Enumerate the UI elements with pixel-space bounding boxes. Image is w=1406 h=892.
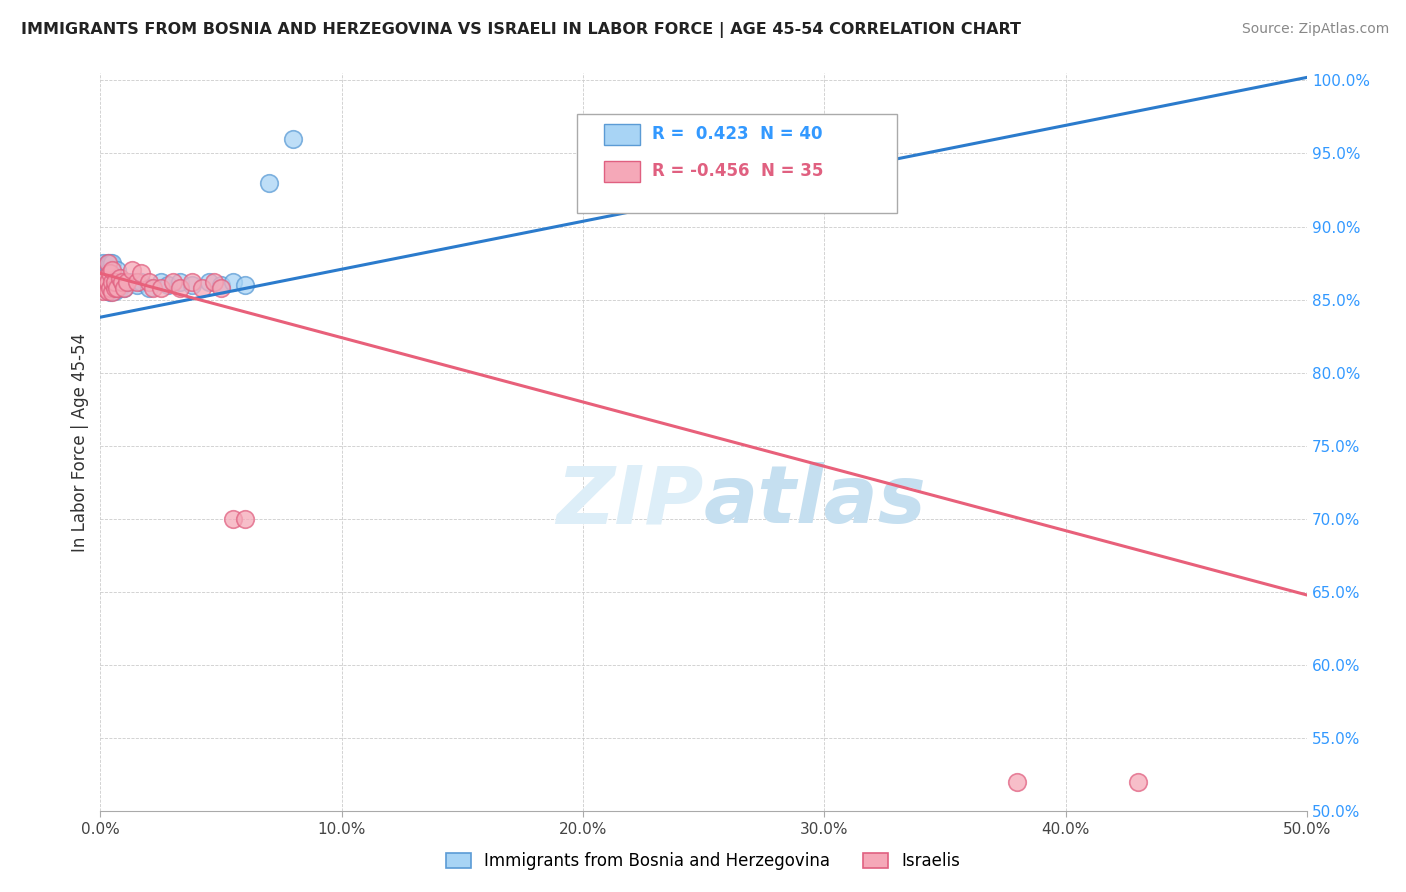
Point (101, 285, 124, 300)
Text: atlas: atlas (703, 462, 927, 541)
Point (104, 275, 127, 289)
Text: R =  0.423  N = 40: R = 0.423 N = 40 (652, 125, 823, 144)
Point (259, 176, 281, 190)
Point (131, 266, 153, 280)
Text: Source: ZipAtlas.com: Source: ZipAtlas.com (1241, 22, 1389, 37)
Point (101, 284, 124, 298)
Point (105, 278, 128, 293)
Point (105, 281, 128, 295)
Point (138, 275, 160, 289)
Point (111, 278, 134, 293)
Point (101, 275, 124, 289)
Point (97, 275, 120, 289)
Point (283, 132, 305, 146)
Point (162, 275, 184, 289)
Point (91, 256, 114, 270)
Bar (603, 124, 640, 145)
Point (149, 275, 172, 289)
Point (115, 275, 138, 289)
Point (108, 270, 131, 285)
Legend: Immigrants from Bosnia and Herzegovina, Israelis: Immigrants from Bosnia and Herzegovina, … (439, 846, 967, 877)
Point (94, 275, 117, 289)
Bar (603, 161, 640, 182)
Point (104, 281, 127, 295)
Point (181, 275, 204, 289)
Point (98, 275, 121, 289)
Point (138, 281, 160, 295)
Point (97, 256, 120, 270)
Point (125, 278, 148, 293)
Point (97, 284, 120, 298)
Point (108, 281, 131, 295)
Point (131, 275, 153, 289)
Point (94, 263, 117, 277)
Point (222, 275, 245, 289)
Point (114, 281, 136, 295)
Point (125, 275, 148, 289)
Point (115, 275, 138, 289)
Point (209, 278, 232, 293)
Point (202, 275, 225, 289)
Point (121, 275, 143, 289)
Point (94, 270, 117, 285)
Point (169, 275, 191, 289)
Point (105, 263, 128, 277)
Text: ZIP: ZIP (557, 462, 703, 541)
Point (104, 275, 127, 289)
Point (1126, 775, 1149, 789)
Point (94, 281, 117, 295)
Point (209, 281, 232, 295)
Point (91, 275, 114, 289)
Point (97, 284, 120, 298)
Point (101, 263, 124, 277)
Point (169, 281, 191, 295)
Point (142, 281, 165, 295)
Y-axis label: In Labor Force | Age 45-54: In Labor Force | Age 45-54 (72, 333, 89, 552)
Point (233, 512, 256, 526)
Point (222, 512, 245, 526)
Point (94, 281, 117, 295)
Point (91, 275, 114, 289)
Point (181, 278, 204, 293)
Point (98, 256, 121, 270)
Point (114, 281, 136, 295)
Point (233, 278, 256, 293)
Point (101, 256, 124, 270)
Point (149, 281, 172, 295)
Point (91, 284, 114, 298)
Point (190, 281, 212, 295)
Point (98, 266, 121, 280)
Point (98, 281, 121, 295)
Point (198, 275, 221, 289)
Point (98, 285, 121, 300)
Point (98, 266, 121, 280)
Point (121, 263, 143, 277)
Point (97, 256, 120, 270)
Point (1007, 775, 1029, 789)
Point (111, 275, 134, 289)
Point (104, 284, 127, 298)
Text: R = -0.456  N = 35: R = -0.456 N = 35 (652, 162, 823, 180)
Point (108, 270, 131, 285)
FancyBboxPatch shape (576, 113, 897, 213)
Point (156, 278, 179, 293)
Point (101, 275, 124, 289)
Text: IMMIGRANTS FROM BOSNIA AND HERZEGOVINA VS ISRAELI IN LABOR FORCE | AGE 45-54 COR: IMMIGRANTS FROM BOSNIA AND HERZEGOVINA V… (21, 22, 1021, 38)
Point (97, 275, 120, 289)
Point (91, 266, 114, 280)
Point (97, 266, 120, 280)
